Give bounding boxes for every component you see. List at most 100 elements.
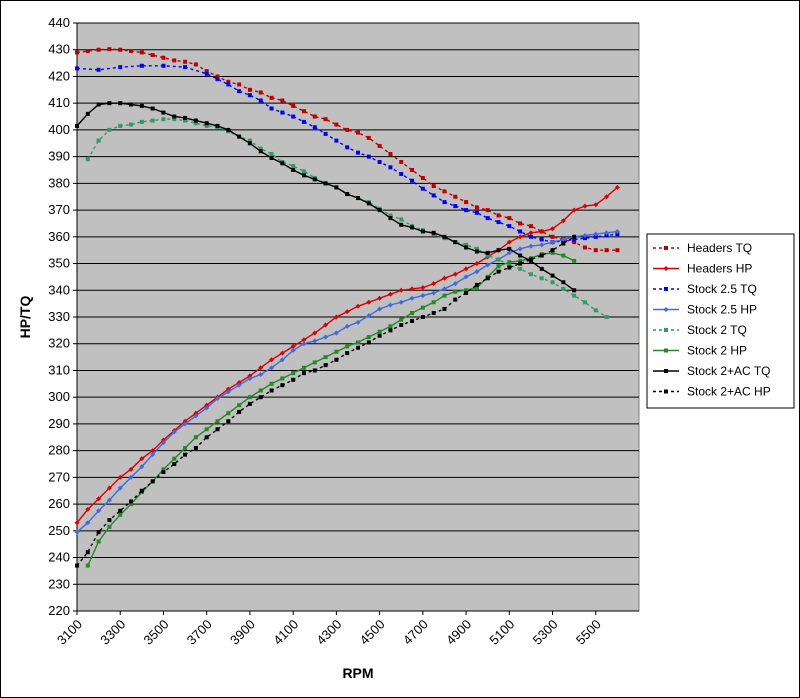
data-point bbox=[96, 530, 101, 535]
data-point bbox=[258, 395, 263, 400]
data-point bbox=[518, 221, 523, 226]
data-point bbox=[160, 440, 166, 446]
data-point bbox=[664, 348, 668, 353]
data-point bbox=[399, 217, 404, 222]
data-point bbox=[183, 118, 188, 123]
y-tick-label: 270 bbox=[48, 469, 70, 484]
data-point bbox=[366, 201, 371, 206]
data-point bbox=[464, 288, 469, 293]
data-point bbox=[323, 181, 328, 186]
data-point bbox=[183, 59, 188, 64]
data-point bbox=[409, 286, 415, 292]
data-point bbox=[129, 499, 134, 504]
data-point bbox=[507, 224, 512, 229]
data-point bbox=[485, 276, 490, 281]
data-point bbox=[442, 293, 447, 298]
data-point bbox=[193, 121, 198, 126]
y-tick-label: 350 bbox=[48, 256, 70, 271]
legend-label: Stock 2+AC TQ bbox=[687, 364, 770, 378]
data-point bbox=[539, 237, 544, 242]
data-point bbox=[280, 376, 285, 381]
data-point bbox=[291, 377, 296, 382]
data-point bbox=[561, 280, 566, 285]
data-point bbox=[474, 205, 479, 210]
data-point bbox=[161, 117, 166, 122]
data-point bbox=[550, 250, 555, 255]
data-point bbox=[247, 373, 253, 379]
data-point bbox=[474, 210, 479, 215]
data-point bbox=[507, 262, 512, 267]
data-point bbox=[226, 82, 231, 87]
data-point bbox=[301, 109, 306, 114]
data-point bbox=[301, 371, 306, 376]
data-point bbox=[334, 138, 339, 143]
data-point bbox=[334, 122, 339, 127]
data-point bbox=[172, 58, 177, 63]
data-point bbox=[312, 125, 317, 130]
data-point bbox=[291, 103, 296, 108]
data-point bbox=[323, 334, 329, 340]
data-point bbox=[517, 246, 523, 252]
data-point bbox=[171, 429, 177, 435]
data-point bbox=[399, 222, 404, 227]
data-point bbox=[441, 275, 447, 281]
data-point bbox=[410, 225, 415, 230]
data-point bbox=[550, 248, 555, 253]
x-tick-label: 3100 bbox=[54, 617, 85, 648]
data-point bbox=[96, 47, 101, 52]
data-point bbox=[377, 295, 383, 301]
data-point bbox=[485, 262, 491, 268]
data-point bbox=[193, 413, 199, 419]
data-point bbox=[247, 138, 252, 143]
data-point bbox=[75, 50, 79, 55]
data-point bbox=[333, 330, 339, 336]
data-point bbox=[312, 360, 317, 365]
x-tick-label: 4100 bbox=[270, 617, 301, 648]
legend-label: Stock 2 HP bbox=[687, 344, 747, 358]
legend-label: Stock 2 TQ bbox=[687, 323, 747, 337]
data-point bbox=[561, 253, 566, 258]
data-point bbox=[474, 285, 479, 290]
data-point bbox=[106, 497, 112, 503]
data-point bbox=[215, 123, 220, 128]
data-point bbox=[409, 295, 415, 301]
data-point bbox=[518, 266, 523, 271]
data-point bbox=[366, 313, 372, 319]
data-point bbox=[107, 518, 112, 523]
data-point bbox=[388, 216, 393, 221]
data-point bbox=[377, 143, 382, 148]
legend-label: Stock 2.5 HP bbox=[687, 303, 757, 317]
data-point bbox=[550, 226, 556, 232]
data-point bbox=[539, 276, 544, 281]
data-point bbox=[291, 371, 296, 376]
legend-label: Headers TQ bbox=[687, 241, 752, 255]
data-point bbox=[420, 315, 425, 319]
data-point bbox=[399, 317, 404, 322]
data-point bbox=[506, 250, 512, 256]
data-point bbox=[172, 114, 177, 119]
data-point bbox=[550, 273, 555, 278]
data-point bbox=[344, 323, 350, 329]
data-point bbox=[441, 286, 447, 292]
data-point bbox=[431, 184, 436, 189]
data-point bbox=[398, 299, 404, 305]
data-point bbox=[269, 151, 274, 156]
data-point bbox=[118, 508, 123, 513]
x-tick-label: 3500 bbox=[141, 617, 172, 648]
data-point bbox=[258, 149, 263, 154]
data-point bbox=[323, 131, 328, 136]
data-point bbox=[420, 176, 425, 181]
data-point bbox=[161, 55, 166, 60]
data-point bbox=[345, 344, 350, 349]
legend-label: Stock 2+AC HP bbox=[687, 385, 771, 399]
data-point bbox=[312, 177, 317, 182]
data-point bbox=[474, 261, 480, 267]
y-tick-label: 440 bbox=[48, 15, 70, 30]
data-point bbox=[291, 114, 296, 119]
data-point bbox=[561, 241, 566, 246]
data-point bbox=[506, 239, 512, 245]
data-point bbox=[388, 213, 393, 218]
data-point bbox=[464, 290, 469, 295]
data-point bbox=[117, 485, 123, 491]
data-point bbox=[183, 65, 188, 70]
